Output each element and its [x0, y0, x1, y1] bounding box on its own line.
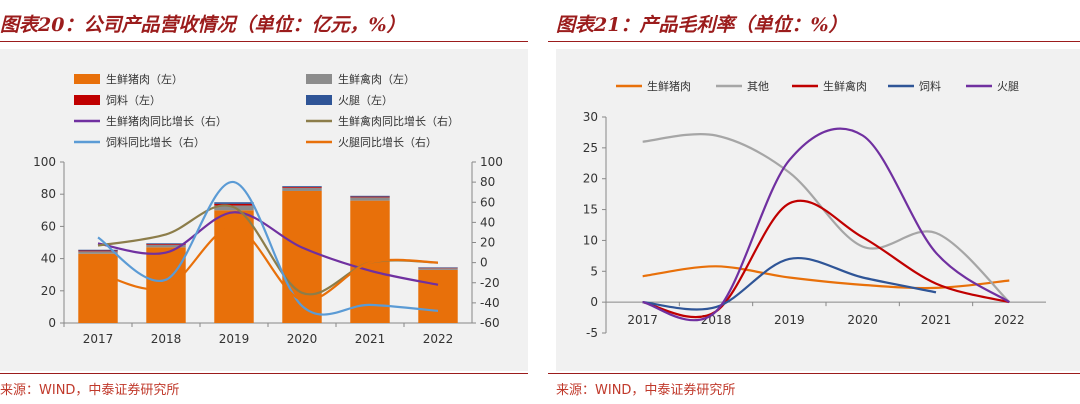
legend-label: 生鲜禽肉同比增长（右）: [338, 114, 459, 128]
legend-label: 生鲜禽肉（左）: [338, 72, 415, 86]
y-tick-label: -5: [586, 326, 598, 340]
bar: [214, 203, 254, 206]
legend-label: 其他: [747, 80, 769, 93]
x-tick-label: 2022: [423, 332, 454, 346]
legend-label: 饲料: [919, 79, 941, 93]
bar: [350, 197, 390, 201]
y-tick-label: 15: [583, 203, 598, 217]
y-tick-label: 0: [590, 295, 598, 309]
series-line: [97, 211, 439, 286]
x-tick-label: 2021: [921, 313, 952, 327]
legend-label: 火腿: [997, 80, 1019, 93]
legend-label: 生鲜猪肉（左）: [106, 72, 183, 86]
series-line: [97, 180, 439, 316]
right-panel: 图表21：产品毛利率（单位：%） 生鲜猪肉 其他 生鲜禽肉 饲料 火腿 -5 0 5 10 15 2…: [548, 0, 1080, 404]
y2-tick-label: 100: [480, 155, 503, 169]
x-tick-label: 2018: [151, 332, 182, 346]
x-tick-label: 2019: [774, 313, 805, 327]
right-chart-title: 图表21：产品毛利率（单位：%）: [556, 14, 848, 36]
bar: [214, 202, 254, 204]
y2-tick-label: 60: [480, 195, 495, 209]
legend-swatch: [74, 74, 100, 84]
bar: [78, 253, 118, 323]
left-bottom-rule: [0, 373, 528, 374]
x-tick-label: 2017: [83, 332, 114, 346]
legend-label: 饲料（左）: [106, 93, 161, 107]
legend-label: 饲料同比增长（右）: [106, 135, 205, 149]
legend-label: 火腿（左）: [338, 94, 393, 107]
y-tick-label: 30: [583, 110, 598, 124]
left-chart-title: 图表20：公司产品营收情况（单位：亿元，%）: [0, 14, 406, 36]
bar: [282, 190, 322, 323]
y2-tick-label: -60: [480, 316, 500, 330]
y-tick-label: 100: [33, 155, 56, 169]
x-tick-label: 2022: [994, 313, 1025, 327]
y-tick-label: 20: [41, 284, 56, 298]
x-tick-label: 2020: [847, 313, 878, 327]
bar: [146, 247, 186, 323]
bar: [146, 244, 186, 245]
bar: [146, 244, 186, 248]
y-tick-label: 0: [48, 316, 56, 330]
bar: [78, 249, 118, 251]
y2-tick-label: -20: [480, 276, 500, 290]
y-tick-label: 25: [583, 141, 598, 155]
bar: [282, 186, 322, 187]
right-title-rule: [548, 41, 1080, 42]
left-panel: 图表20：公司产品营收情况（单位：亿元，%） 生鲜猪肉（左） 生鲜禽肉（左） 饲料（…: [0, 0, 528, 404]
y-tick-label: 80: [41, 187, 56, 201]
bar: [78, 250, 118, 252]
bar: [146, 243, 186, 245]
y2-tick-label: -40: [480, 296, 500, 310]
bar: [418, 268, 458, 270]
y-tick-label: 20: [583, 172, 598, 186]
legend-label: 火腿同比增长（右）: [338, 135, 437, 149]
bar: [418, 269, 458, 323]
left-chart-svg: 生鲜猪肉（左） 生鲜禽肉（左） 饲料（左） 火腿（左） 生鲜猪肉同比增长（右） 生鲜禽肉同…: [33, 72, 503, 346]
legend-swatch: [306, 95, 332, 105]
x-tick-label: 2021: [355, 332, 386, 346]
legend-label: 生鲜猪肉: [647, 79, 691, 93]
bar: [282, 186, 322, 188]
bar: [350, 195, 390, 197]
y-tick-label: 5: [590, 264, 598, 278]
legend-label: 生鲜禽肉: [823, 79, 867, 93]
legend-label: 生鲜猪肉同比增长（右）: [106, 114, 227, 128]
y2-tick-label: 40: [480, 215, 495, 229]
right-chart-area: 生鲜猪肉 其他 生鲜禽肉 饲料 火腿 -5 0 5 10 15 20 25 30 2017 2018 2019…: [556, 49, 1080, 371]
bar: [350, 196, 390, 198]
x-tick-label: 2017: [627, 313, 658, 327]
bar: [282, 187, 322, 191]
bar: [214, 210, 254, 323]
left-title-rule: [0, 41, 528, 42]
left-source-note: 来源：WIND，中泰证券研究所: [0, 383, 180, 398]
series-line: [642, 256, 937, 311]
y-tick-label: 60: [41, 219, 56, 233]
bar: [78, 251, 118, 254]
legend-swatch: [306, 74, 332, 84]
y2-tick-label: 80: [480, 175, 495, 189]
series-line: [97, 226, 439, 302]
series-line: [642, 199, 1010, 319]
y2-tick-label: 20: [480, 236, 495, 250]
right-bottom-rule: [548, 373, 1080, 374]
y-tick-label: 10: [583, 233, 598, 247]
series-line: [642, 127, 1010, 322]
x-tick-label: 2020: [287, 332, 318, 346]
right-source-note: 来源：WIND，中泰证券研究所: [556, 383, 736, 398]
legend-swatch: [74, 95, 100, 105]
series-line: [642, 133, 1011, 303]
x-tick-label: 2019: [219, 332, 250, 346]
y-tick-label: 40: [41, 252, 56, 266]
y2-tick-label: 0: [480, 256, 488, 270]
left-chart-area: 生鲜猪肉（左） 生鲜禽肉（左） 饲料（左） 火腿（左） 生鲜猪肉同比增长（右） 生鲜禽肉同…: [0, 49, 528, 371]
